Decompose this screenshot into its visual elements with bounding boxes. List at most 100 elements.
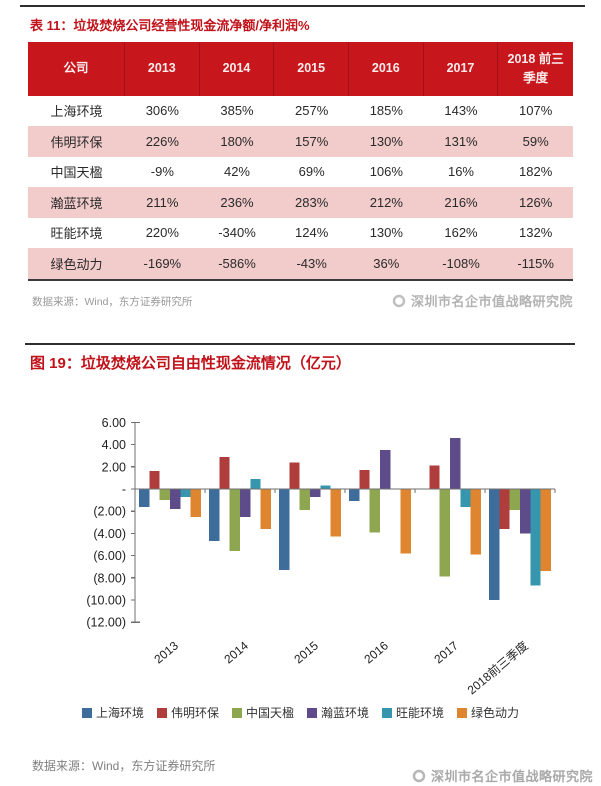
y-tick-label: (10.00) — [86, 594, 126, 608]
chart-bar — [450, 437, 461, 489]
chart-bar — [139, 489, 150, 507]
legend-item: 瀚蓝环境 — [307, 704, 369, 721]
chart-bar — [470, 489, 481, 555]
chart-bar — [349, 489, 360, 502]
x-axis-label: 2017 — [431, 638, 461, 666]
value-cell: -108% — [442, 255, 480, 271]
chart-bar — [320, 485, 331, 489]
legend-swatch — [81, 707, 92, 718]
column-header: 2016 — [349, 42, 424, 96]
table-source-note: 数据来源：Wind，东方证券研究所 — [32, 296, 193, 308]
legend-item: 伟明环保 — [156, 704, 219, 721]
chart-bar — [369, 489, 380, 533]
legend-item: 旺能环境 — [382, 704, 444, 721]
table-row: 上海环境 306% 385% 257% 185% 143% 107% — [28, 96, 573, 127]
legend-label: 绿色动力 — [471, 706, 520, 720]
chart-bar — [330, 489, 341, 537]
chart-bar — [279, 489, 290, 571]
legend-item: 中国天楹 — [231, 704, 294, 721]
chart-bar — [380, 450, 391, 489]
chart-bar — [359, 470, 370, 489]
legend-swatch — [457, 707, 468, 718]
legend-label: 伟明环保 — [170, 706, 219, 720]
y-tick-label: (12.00) — [86, 616, 126, 630]
value-cell: 211% — [146, 194, 179, 210]
value-cell: 36% — [373, 255, 400, 271]
value-cell: -340% — [218, 225, 256, 241]
chart-bar — [520, 489, 531, 534]
chart-bar — [260, 489, 271, 529]
value-cell: 220% — [145, 225, 179, 241]
chart-bar — [219, 456, 230, 489]
value-cell: -43% — [296, 255, 327, 271]
watermark: 深圳市名企市值战略研究院 — [392, 291, 573, 310]
legend-swatch — [382, 707, 393, 718]
company-cell: 中国天楹 — [50, 165, 103, 181]
legend-swatch — [231, 707, 242, 718]
table-row: 旺能环境 220% -340% 124% 130% 162% 132% — [28, 218, 573, 249]
value-cell: 216% — [444, 194, 478, 210]
x-axis-label: 2016 — [361, 638, 391, 666]
watermark-text: 深圳市名企市值战略研究院 — [430, 769, 593, 784]
y-tick-label: (4.00) — [93, 527, 126, 541]
value-cell: 306% — [145, 103, 179, 119]
chart-source-note: 数据来源：Wind，东方证券研究所 — [32, 759, 216, 773]
chart-bar — [240, 489, 251, 517]
watermark: 深圳市名企市值战略研究院 — [412, 766, 593, 785]
value-cell: 42% — [223, 164, 250, 180]
value-cell: 236% — [220, 194, 254, 210]
chart-bar — [190, 489, 201, 517]
y-tick-label: (8.00) — [93, 571, 126, 585]
chart-bar — [299, 489, 310, 511]
column-header: 公司 — [28, 42, 125, 96]
top-rule — [20, 5, 585, 7]
value-cell: 106% — [369, 164, 403, 180]
value-cell: 130% — [369, 225, 403, 241]
chart-bar — [460, 489, 471, 507]
legend-label: 旺能环境 — [396, 706, 445, 720]
table-row: 伟明环保 226% 180% 157% 130% 131% 59% — [28, 126, 573, 157]
chart-bar — [209, 489, 220, 542]
value-cell: 107% — [519, 103, 553, 119]
value-cell: -115% — [517, 255, 554, 271]
chart-bar — [530, 489, 541, 586]
legend-swatch — [307, 707, 317, 718]
chart-bar — [229, 489, 240, 552]
value-cell: 257% — [295, 103, 329, 119]
cashflow-ratio-table: 公司 2013 2014 2015 2016 2017 2018 前三季度 上海环境 306%… — [28, 42, 573, 281]
x-axis-label: 2013 — [151, 638, 181, 666]
legend-label: 瀚蓝环境 — [321, 706, 370, 720]
value-cell: 283% — [295, 194, 329, 210]
x-axis-label: 2018前三季度 — [464, 638, 531, 698]
value-cell: 124% — [295, 225, 329, 241]
column-header: 2015 — [274, 42, 349, 96]
section-divider — [25, 343, 575, 345]
company-cell: 伟明环保 — [50, 134, 103, 150]
chart-bar — [289, 462, 300, 489]
legend-item: 上海环境 — [81, 704, 144, 721]
company-cell: 旺能环境 — [50, 226, 103, 242]
watermark-text: 深圳市名企市值战略研究院 — [410, 294, 573, 309]
chart-bar — [180, 489, 191, 497]
value-cell: 157% — [295, 133, 329, 149]
chart-bar — [159, 489, 170, 501]
value-cell: 182% — [519, 164, 553, 180]
column-header: 2014 — [200, 42, 275, 96]
table-title: 表 11：垃圾焚烧公司经营性现金流净额/净利润% — [30, 18, 310, 33]
table-row: 瀚蓝环境 211% 236% 283% 212% 216% 126% — [28, 187, 573, 218]
value-cell: 126% — [519, 194, 553, 210]
value-cell: 162% — [444, 225, 478, 241]
legend-swatch — [156, 707, 167, 718]
chart-bar — [499, 489, 510, 529]
chart-bar — [439, 489, 450, 577]
value-cell: 180% — [220, 133, 254, 149]
value-cell: -169% — [143, 255, 182, 271]
watermark-logo-icon — [412, 769, 426, 782]
chart-title: 图 19：垃圾焚烧公司自由性现金流情况（亿元） — [30, 355, 351, 372]
value-cell: 16% — [447, 164, 474, 180]
column-header: 2013 — [125, 42, 200, 96]
x-axis-label: 2015 — [291, 638, 321, 666]
y-tick-label: 6.00 — [102, 416, 126, 430]
value-cell: -586% — [218, 255, 256, 271]
value-cell: 143% — [444, 103, 478, 119]
